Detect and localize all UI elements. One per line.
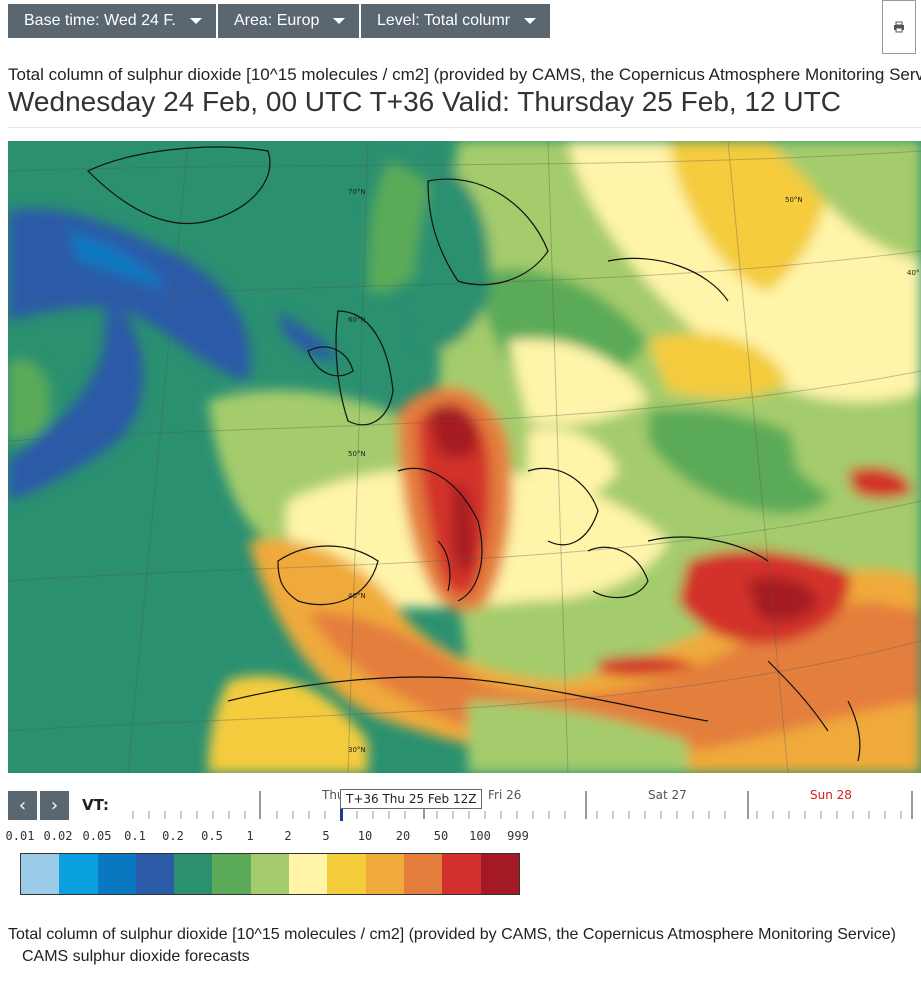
legend-label: 0.1 <box>124 829 146 843</box>
caret-down-icon <box>333 18 345 24</box>
figure-caption: Total column of sulphur dioxide [10^15 m… <box>8 926 896 943</box>
map-subtitle: Total column of sulphur dioxide [10^15 m… <box>8 65 921 84</box>
current-step-tooltip: T+36 Thu 25 Feb 12Z <box>340 789 483 809</box>
chevron-left-icon: ‹ <box>18 795 27 816</box>
legend-swatch <box>212 854 251 894</box>
legend-swatch <box>365 854 404 894</box>
area-label: Area: Europe <box>234 12 319 29</box>
base-time-dropdown[interactable]: Base time: Wed 24 F... <box>8 4 216 38</box>
legend-label: 999 <box>507 829 529 843</box>
legend-swatch <box>327 854 366 894</box>
vt-label: VT: <box>82 796 110 814</box>
legend-swatch <box>403 854 443 894</box>
legend-swatch <box>97 854 136 894</box>
caret-down-icon <box>524 18 536 24</box>
legend-label: 0.5 <box>201 829 223 843</box>
product-name: CAMS sulphur dioxide forecasts <box>22 948 250 965</box>
chevron-right-icon: › <box>50 795 59 816</box>
lat-label-30: 30°N <box>348 746 366 754</box>
lat-label-40: 40°N <box>348 592 366 600</box>
legend-label: 0.05 <box>82 829 112 843</box>
legend-label: 2 <box>284 829 292 843</box>
toolbar: Base time: Wed 24 F... Area: Europe Leve… <box>8 4 550 38</box>
base-time-label: Base time: Wed 24 F... <box>24 12 176 29</box>
legend-label: 100 <box>469 829 491 843</box>
page-title: Wednesday 24 Feb, 00 UTC T+36 Valid: Thu… <box>8 86 841 117</box>
divider <box>8 127 921 128</box>
legend-label: 50 <box>433 829 449 843</box>
legend-label: 20 <box>395 829 411 843</box>
day-label-sun: Sun 28 <box>810 788 852 802</box>
lat-label-50: 50°N <box>348 450 366 458</box>
day-label-sat: Sat 27 <box>648 788 687 802</box>
legend-swatch <box>135 854 175 894</box>
level-label: Level: Total column <box>377 12 510 29</box>
legend-label: 1 <box>246 829 254 843</box>
legend-label: 5 <box>322 829 330 843</box>
legend-swatch <box>174 854 213 894</box>
lat-label-60: 60°N <box>348 316 366 324</box>
timeline-cursor[interactable] <box>340 801 343 821</box>
lat-label-70: 70°N <box>348 188 366 196</box>
area-dropdown[interactable]: Area: Europe <box>218 4 359 38</box>
legend-label: 0.2 <box>162 829 184 843</box>
level-dropdown[interactable]: Level: Total column <box>361 4 550 38</box>
next-step-button[interactable]: › <box>40 791 69 820</box>
legend-swatch <box>21 854 60 894</box>
lat-label-40-east: 40° <box>907 269 919 277</box>
print-button[interactable] <box>882 0 916 54</box>
legend-swatch <box>442 854 481 894</box>
legend-label: 0.01 <box>5 829 35 843</box>
legend-swatch <box>289 854 328 894</box>
legend-label: 10 <box>357 829 373 843</box>
color-legend <box>20 853 520 895</box>
legend-swatch <box>480 854 519 894</box>
day-label-thu: Thu <box>322 788 345 802</box>
prev-step-button[interactable]: ‹ <box>8 791 37 820</box>
map-canvas: 70°N 60°N 50°N 40°N 30°N 50°N 40° <box>8 141 921 773</box>
timeline[interactable]: ‹ › VT: Thu Fri 26 Sat 27 Sun 28 T+36 Th… <box>8 787 921 823</box>
legend-labels: 0.01 0.02 0.05 0.1 0.2 0.5 1 2 5 10 20 5… <box>0 829 540 845</box>
caret-down-icon <box>190 18 202 24</box>
day-label-fri: Fri 26 <box>488 788 522 802</box>
print-icon <box>894 21 904 33</box>
legend-swatch <box>59 854 98 894</box>
legend-swatch <box>250 854 290 894</box>
lat-label-50-east: 50°N <box>785 196 803 204</box>
legend-label: 0.02 <box>43 829 73 843</box>
forecast-map[interactable]: 70°N 60°N 50°N 40°N 30°N 50°N 40° <box>8 141 921 773</box>
